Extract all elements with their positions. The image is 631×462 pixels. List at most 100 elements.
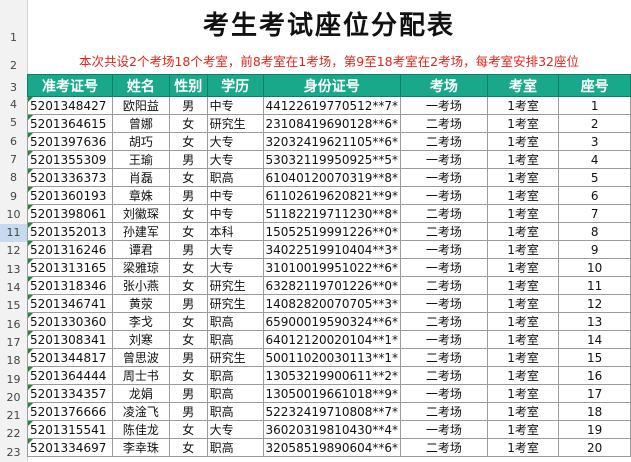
table-cell[interactable]: 5201364615: [27, 114, 113, 133]
table-cell[interactable]: 9: [558, 240, 631, 259]
table-cell[interactable]: 16: [558, 366, 631, 385]
table-cell[interactable]: 5201313165: [27, 258, 113, 277]
table-cell[interactable]: 男: [168, 402, 208, 421]
row-number[interactable]: 13: [6, 262, 21, 276]
table-cell[interactable]: 61102619620821**9*: [262, 186, 402, 205]
table-cell[interactable]: 男: [168, 384, 208, 403]
table-cell[interactable]: 32058519890604**6*: [262, 438, 402, 457]
table-cell[interactable]: 44122619770512**7*: [262, 96, 402, 115]
row-number[interactable]: 19: [6, 372, 21, 386]
table-cell[interactable]: 10: [558, 258, 631, 277]
table-cell[interactable]: 二考场: [400, 312, 488, 331]
table-cell[interactable]: 5201360193: [27, 186, 113, 205]
table-cell[interactable]: 1: [558, 96, 631, 115]
table-cell[interactable]: 1考室: [486, 330, 560, 349]
table-cell[interactable]: 1考室: [486, 366, 560, 385]
table-cell[interactable]: 11: [558, 276, 631, 295]
table-cell[interactable]: 女: [168, 438, 208, 457]
table-cell[interactable]: 本科: [206, 222, 264, 241]
table-cell[interactable]: 23108419690128**6*: [262, 114, 402, 133]
table-cell[interactable]: 二考场: [400, 438, 488, 457]
table-cell[interactable]: 5201397636: [27, 132, 113, 151]
table-cell[interactable]: 12: [558, 294, 631, 313]
table-cell[interactable]: 陈佳龙: [111, 420, 170, 439]
table-cell[interactable]: 一考场: [400, 240, 488, 259]
table-cell[interactable]: 5201376666: [27, 402, 113, 421]
table-cell[interactable]: 5201330360: [27, 312, 113, 331]
table-cell[interactable]: 32032419621105**6*: [262, 132, 402, 151]
table-cell[interactable]: 63282119701226**0*: [262, 276, 402, 295]
table-cell[interactable]: 李戈: [111, 312, 170, 331]
table-cell[interactable]: 研究生: [206, 276, 264, 295]
table-cell[interactable]: 13: [558, 312, 631, 331]
row-number[interactable]: 18: [6, 354, 21, 368]
table-cell[interactable]: 3: [558, 132, 631, 151]
table-cell[interactable]: 梁雅琼: [111, 258, 170, 277]
table-cell[interactable]: 一考场: [400, 330, 488, 349]
table-cell[interactable]: 女: [168, 312, 208, 331]
row-number[interactable]: 2: [10, 59, 17, 72]
row-number[interactable]: 21: [6, 409, 21, 423]
table-cell[interactable]: 17: [558, 384, 631, 403]
table-cell[interactable]: 15052519991226**0*: [262, 222, 402, 241]
table-cell[interactable]: 61040120070319**8*: [262, 168, 402, 187]
table-cell[interactable]: 研究生: [206, 294, 264, 313]
table-cell[interactable]: 女: [168, 204, 208, 223]
table-cell[interactable]: 18: [558, 402, 631, 421]
row-number[interactable]: 3: [10, 81, 17, 94]
table-cell[interactable]: 2: [558, 114, 631, 133]
table-cell[interactable]: 20: [558, 438, 631, 457]
table-cell[interactable]: 二考场: [400, 402, 488, 421]
table-cell[interactable]: 孙建军: [111, 222, 170, 241]
column-header[interactable]: 学历: [206, 74, 264, 97]
table-cell[interactable]: 14082820070705**3*: [262, 294, 402, 313]
table-cell[interactable]: 女: [168, 420, 208, 439]
row-number[interactable]: 4: [10, 98, 17, 111]
table-cell[interactable]: 1考室: [486, 150, 560, 169]
table-cell[interactable]: 50011020030113**1*: [262, 348, 402, 367]
table-cell[interactable]: 5201398061: [27, 204, 113, 223]
row-number[interactable]: 14: [6, 281, 21, 294]
table-cell[interactable]: 大专: [206, 420, 264, 439]
table-cell[interactable]: 一考场: [400, 258, 488, 277]
table-cell[interactable]: 女: [168, 366, 208, 385]
table-cell[interactable]: 刘寒: [111, 330, 170, 349]
table-cell[interactable]: 凌淦飞: [111, 402, 170, 421]
table-cell[interactable]: 5201336373: [27, 168, 113, 187]
table-cell[interactable]: 男: [168, 150, 208, 169]
table-cell[interactable]: 曾思波: [111, 348, 170, 367]
row-number[interactable]: 12: [6, 244, 21, 258]
table-cell[interactable]: 5201308341: [27, 330, 113, 349]
table-cell[interactable]: 5201315541: [27, 420, 113, 439]
table-cell[interactable]: 8: [558, 222, 631, 241]
column-header[interactable]: 性别: [168, 74, 208, 97]
table-cell[interactable]: 二考场: [400, 348, 488, 367]
table-cell[interactable]: 职高: [206, 402, 264, 421]
table-cell[interactable]: 51182219711230**8*: [262, 204, 402, 223]
table-cell[interactable]: 19: [558, 420, 631, 439]
row-number[interactable]: 5: [10, 116, 17, 130]
table-cell[interactable]: 5201334697: [27, 438, 113, 457]
table-cell[interactable]: 1考室: [486, 258, 560, 277]
row-number[interactable]: 17: [6, 335, 21, 349]
table-cell[interactable]: 4: [558, 150, 631, 169]
table-cell[interactable]: 大专: [206, 150, 264, 169]
table-cell[interactable]: 中专: [206, 204, 264, 223]
row-number[interactable]: 11: [0, 224, 27, 243]
table-cell[interactable]: 5201318346: [27, 276, 113, 295]
table-cell[interactable]: 职高: [206, 312, 264, 331]
table-cell[interactable]: 1考室: [486, 420, 560, 439]
table-cell[interactable]: 二考场: [400, 276, 488, 295]
table-cell[interactable]: 5201348427: [27, 96, 113, 115]
table-cell[interactable]: 女: [168, 132, 208, 151]
table-cell[interactable]: 中专: [206, 96, 264, 115]
column-header[interactable]: 考室: [486, 74, 560, 97]
table-cell[interactable]: 二考场: [400, 222, 488, 241]
table-cell[interactable]: 53032119950925**5*: [262, 150, 402, 169]
table-cell[interactable]: 一考场: [400, 96, 488, 115]
table-cell[interactable]: 1考室: [486, 204, 560, 223]
table-cell[interactable]: 1考室: [486, 276, 560, 295]
table-cell[interactable]: 职高: [206, 438, 264, 457]
table-cell[interactable]: 5201355309: [27, 150, 113, 169]
table-cell[interactable]: 男: [168, 96, 208, 115]
